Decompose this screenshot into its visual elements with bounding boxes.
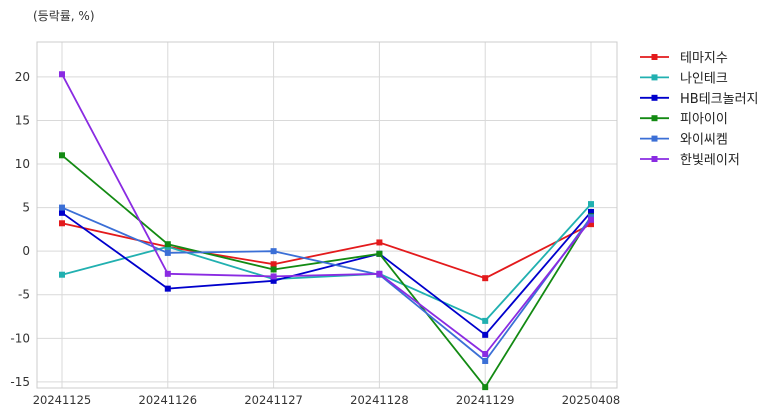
x-tick-label: 20241126 — [139, 393, 198, 407]
data-point — [270, 273, 277, 280]
series-lines — [59, 71, 594, 391]
plot-area-frame — [36, 41, 618, 389]
series-line — [61, 211, 592, 336]
legend-label: HB테크놀러지 — [680, 92, 759, 107]
unit-label: (등락률, %) — [33, 9, 95, 23]
data-point — [588, 221, 594, 228]
y-tick-label: 0 — [22, 244, 30, 258]
y-tick-label: 5 — [22, 201, 30, 215]
data-point — [59, 220, 65, 227]
legend-label: 한빛레이저 — [680, 153, 740, 168]
x-tick-label: 20241128 — [350, 393, 409, 407]
data-point — [270, 248, 277, 255]
x-tick-label: 20241125 — [33, 393, 92, 407]
data-point — [482, 384, 489, 391]
legend-item: HB테크놀러지 — [640, 92, 759, 107]
legend-label: 와이씨켐 — [680, 133, 728, 148]
x-tick-label: 20241127 — [244, 393, 303, 407]
data-point — [482, 357, 489, 364]
legend-marker — [651, 54, 658, 60]
data-point — [59, 209, 65, 216]
y-tick-label: -5 — [18, 288, 30, 302]
x-tick-label: 20241129 — [456, 393, 515, 407]
y-tick-label: -15 — [10, 375, 30, 389]
data-point — [376, 270, 383, 277]
data-point — [482, 275, 489, 282]
data-point — [482, 351, 489, 358]
series-6 — [59, 71, 594, 358]
legend-item: 테마지수 — [640, 51, 728, 66]
legend-label: 나인테크 — [680, 71, 728, 86]
series-4 — [59, 152, 594, 391]
x-tick-label: 20250408 — [562, 393, 621, 407]
data-point — [482, 331, 489, 338]
legend-marker — [651, 156, 658, 162]
data-point — [59, 71, 65, 78]
y-axis-ticks: 20 15 10 5 0 -5 -10 -15 — [10, 70, 30, 389]
data-point — [164, 285, 171, 292]
data-point — [59, 152, 65, 159]
data-point — [588, 201, 594, 208]
series-line — [61, 203, 592, 322]
legend-item: 와이씨켐 — [640, 133, 728, 148]
series-line — [61, 154, 592, 389]
data-point — [376, 239, 383, 246]
legend-marker — [651, 74, 658, 81]
legend-marker — [651, 115, 658, 122]
data-point — [270, 261, 277, 268]
legend-label: 피아이이 — [680, 112, 728, 127]
data-point — [59, 271, 65, 278]
data-point — [270, 277, 277, 284]
data-point — [164, 241, 171, 248]
data-point — [270, 266, 277, 273]
x-axis-ticks: 20241125 20241126 20241127 20241128 20241129… — [33, 393, 621, 407]
data-point — [59, 204, 65, 211]
legend-marker — [651, 135, 658, 142]
series-line — [61, 73, 592, 355]
y-tick-label: 20 — [15, 70, 30, 84]
y-tick-label: -10 — [10, 331, 30, 345]
series-line — [61, 222, 592, 280]
data-point — [164, 270, 171, 277]
legend-item: 피아이이 — [640, 112, 728, 127]
series-line — [61, 206, 592, 362]
data-point — [588, 208, 594, 215]
data-point — [482, 317, 489, 324]
legend-marker — [651, 94, 658, 101]
y-tick-label: 15 — [15, 113, 30, 127]
grid — [37, 42, 617, 388]
data-point — [588, 216, 594, 223]
data-point — [376, 250, 383, 257]
legend-item: 나인테크 — [640, 71, 728, 86]
y-tick-label: 10 — [15, 157, 30, 171]
data-point — [164, 249, 171, 256]
legend-label: 테마지수 — [680, 51, 728, 66]
legend-item: 한빛레이저 — [640, 153, 740, 168]
